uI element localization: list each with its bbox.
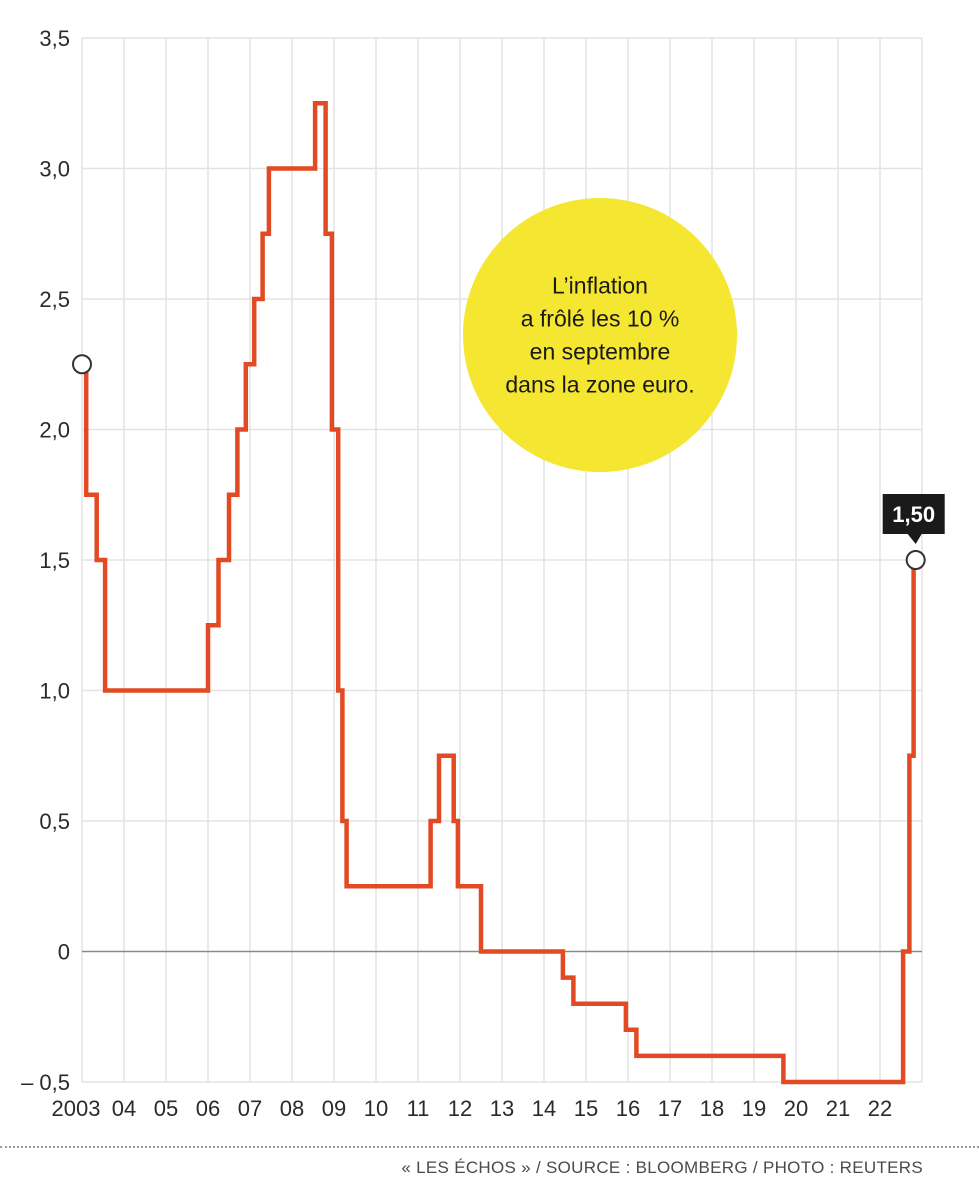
- x-tick-label: 13: [490, 1096, 514, 1121]
- rate-series-line: [82, 101, 916, 1085]
- y-tick-label: 3,0: [39, 157, 70, 182]
- x-tick-label: 06: [196, 1096, 220, 1121]
- x-tick-label: 04: [112, 1096, 136, 1121]
- x-tick-label: 22: [868, 1096, 892, 1121]
- x-tick-label: 07: [238, 1096, 262, 1121]
- interest-rate-chart: – 0,5 0 0,5 1,0 1,5 2,0 2,5 3,0 3,5 2003 04 05 06 07 0…: [21, 26, 945, 1121]
- x-tick-label: 14: [532, 1096, 556, 1121]
- x-tick-label: 17: [658, 1096, 682, 1121]
- marker-layer: 1,50: [72, 354, 945, 570]
- x-tick-label: 08: [280, 1096, 304, 1121]
- y-tick-label: 3,5: [39, 26, 70, 51]
- start-point-marker: [72, 354, 92, 375]
- y-tick-label: 2,5: [39, 287, 70, 312]
- axis-labels: – 0,5 0 0,5 1,0 1,5 2,0 2,5 3,0 3,5 2003 04 05 06 07 0…: [21, 26, 892, 1121]
- annotation-line: dans la zone euro.: [505, 372, 694, 398]
- y-tick-label: 0: [58, 940, 70, 965]
- end-point-marker: [905, 550, 926, 570]
- y-tick-label: 0,5: [39, 809, 70, 834]
- x-tick-label: 12: [448, 1096, 472, 1121]
- source-credit: « LES ÉCHOS » / SOURCE : BLOOMBERG / PHO…: [401, 1158, 923, 1177]
- annotation-line: en septembre: [530, 339, 671, 365]
- annotation-line: a frôlé les 10 %: [521, 306, 680, 332]
- x-tick-label: 2003: [52, 1096, 101, 1121]
- x-tick-label: 16: [616, 1096, 640, 1121]
- inflation-annotation: L’inflation a frôlé les 10 % en septembre d…: [463, 198, 737, 472]
- end-value-callout-box: [882, 494, 945, 534]
- y-tick-label: 1,0: [39, 679, 70, 704]
- x-tick-label: 05: [154, 1096, 178, 1121]
- annotation-line: L’inflation: [552, 273, 648, 299]
- x-tick-label: 11: [407, 1096, 430, 1121]
- x-tick-label: 15: [574, 1096, 598, 1121]
- end-value-callout-pointer: [907, 534, 922, 544]
- end-value-label: 1,50: [892, 502, 935, 527]
- x-tick-label: 18: [700, 1096, 724, 1121]
- x-tick-label: 19: [742, 1096, 766, 1121]
- y-tick-label: 2,0: [39, 418, 70, 443]
- annotation-bubble: [463, 198, 737, 472]
- x-tick-label: 10: [364, 1096, 388, 1121]
- series-layer: [82, 101, 916, 1085]
- x-tick-label: 21: [826, 1096, 850, 1121]
- grid: [81, 37, 923, 1083]
- y-tick-label: – 0,5: [21, 1070, 70, 1095]
- y-tick-label: 1,5: [39, 548, 70, 573]
- x-tick-label: 20: [784, 1096, 808, 1121]
- x-tick-label: 09: [322, 1096, 346, 1121]
- footer: « LES ÉCHOS » / SOURCE : BLOOMBERG / PHO…: [0, 1146, 979, 1200]
